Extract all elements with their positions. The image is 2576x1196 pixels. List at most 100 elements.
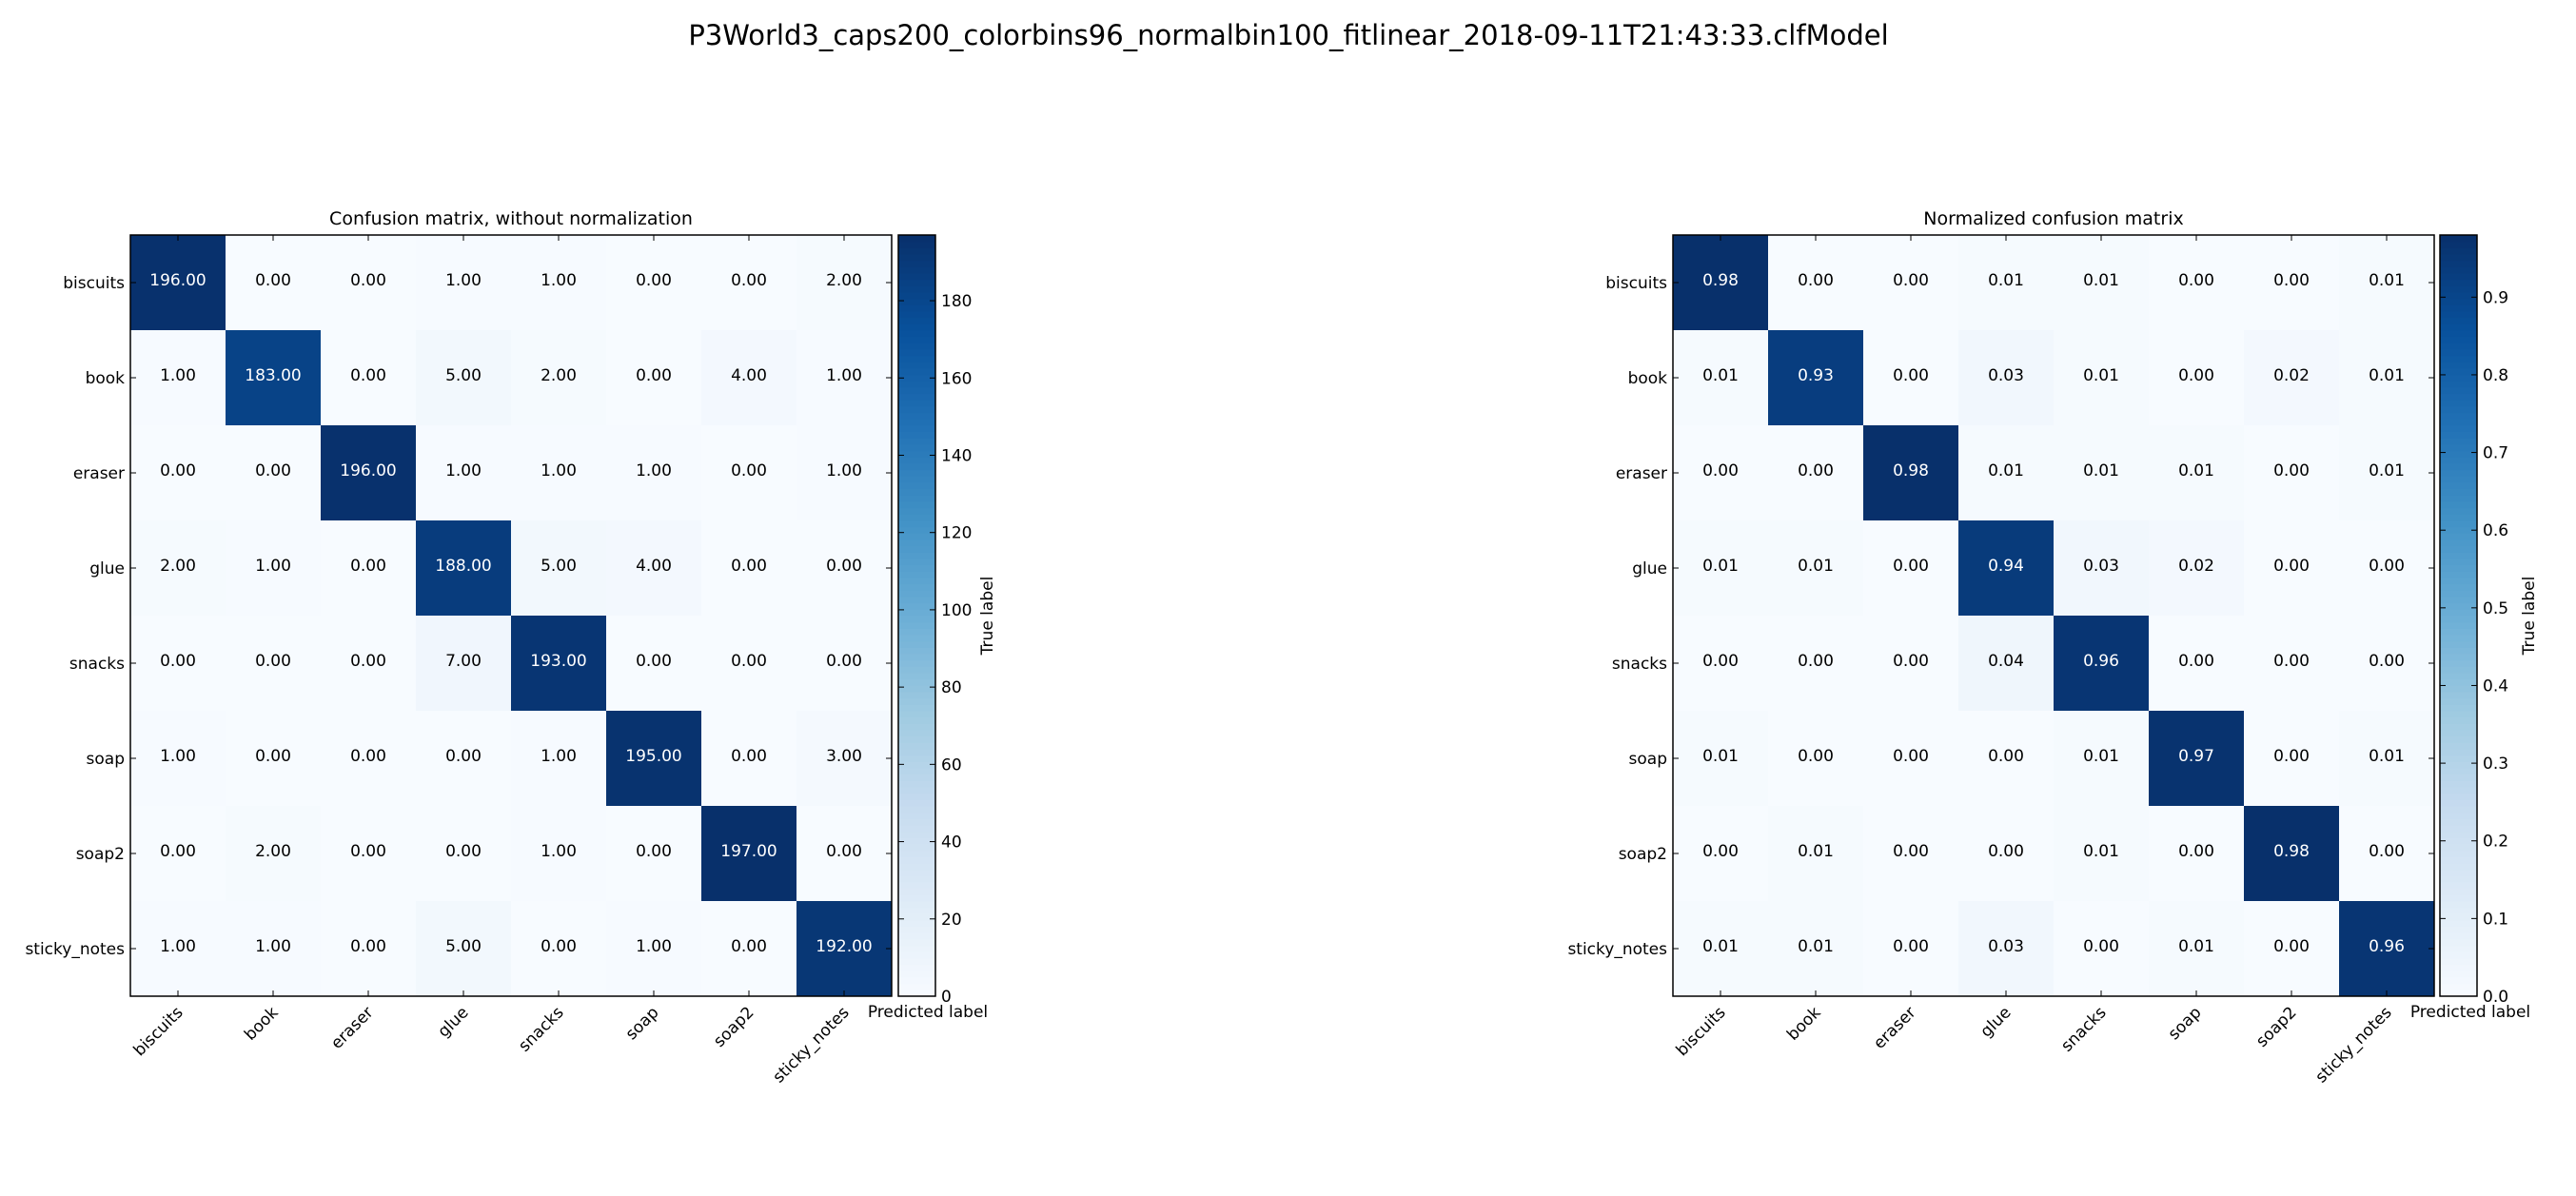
cell-value-label: 5.00 [445, 366, 482, 385]
colorbar-segment [2440, 971, 2477, 978]
colorbar-segment [2440, 285, 2477, 293]
cell-value-label: 0.00 [731, 271, 767, 290]
colorbar-tick-label: 0.0 [2483, 988, 2508, 1007]
cell-value-label: 4.00 [636, 557, 672, 576]
cell-value-label: 0.00 [1798, 461, 1834, 480]
cell-value-label: 0.00 [1798, 652, 1834, 671]
colorbar-segment [2440, 856, 2477, 864]
colorbar-segment [898, 825, 935, 833]
colorbar-segment [2440, 539, 2477, 547]
colorbar-segment [898, 559, 935, 566]
colorbar-segment [2440, 533, 2477, 540]
colorbar-segment [2440, 711, 2477, 718]
colorbar-segment [2440, 654, 2477, 661]
heatmap-cell [2244, 425, 2340, 521]
cell-value-label: 0.00 [1893, 271, 1929, 290]
heatmap-cell [2339, 616, 2435, 712]
cell-value-label: 0.00 [2273, 557, 2310, 576]
cell-value-label: 0.00 [350, 271, 386, 290]
colorbar-segment [898, 374, 935, 382]
colorbar-segment [898, 526, 935, 534]
cell-value-label: 0.00 [1702, 461, 1739, 480]
heatmap-cell [321, 616, 417, 712]
colorbar-segment [898, 831, 935, 838]
colorbar-segment [898, 488, 935, 496]
colorbar-segment [898, 266, 935, 274]
heatmap-cell [321, 330, 417, 426]
cell-value-label: 0.00 [350, 557, 386, 576]
colorbar-segment [2440, 932, 2477, 940]
cell-value-label: 193.00 [530, 652, 586, 671]
heatmap-cell [1863, 711, 1959, 807]
colorbar-segment [898, 400, 935, 407]
colorbar-segment [898, 501, 935, 509]
cell-value-label: 0.00 [1893, 842, 1929, 861]
colorbar-segment [898, 856, 935, 864]
colorbar-segment [2440, 343, 2477, 350]
cell-value-label: 7.00 [445, 652, 482, 671]
colorbar-segment [2440, 406, 2477, 414]
colorbar-tick-label: 40 [941, 833, 962, 853]
x-tick-label: book [241, 1003, 283, 1045]
heatmap-cell [416, 711, 512, 807]
colorbar-segment [2440, 520, 2477, 528]
heatmap-cell [1863, 901, 1959, 997]
colorbar-segment [2440, 907, 2477, 914]
heatmap-cell [1673, 711, 1769, 807]
cell-value-label: 0.00 [1702, 842, 1739, 861]
colorbar-segment [2440, 673, 2477, 680]
colorbar-segment [898, 964, 935, 971]
heatmap-cell [511, 806, 607, 902]
colorbar-segment [2440, 552, 2477, 559]
colorbar-segment [898, 907, 935, 914]
colorbar-segment [898, 787, 935, 794]
colorbar-segment [898, 730, 935, 737]
cell-value-label: 1.00 [445, 461, 482, 480]
heatmap-cell [1958, 330, 2055, 426]
colorbar-segment [2440, 951, 2477, 959]
colorbar-segment [2440, 559, 2477, 566]
colorbar-segment [898, 425, 935, 433]
colorbar-segment [898, 564, 935, 572]
heatmap-cell [130, 711, 226, 807]
cell-value-label: 1.00 [826, 461, 862, 480]
cell-value-label: 0.00 [2273, 747, 2310, 766]
y-axis-label: True label [2520, 577, 2539, 657]
heatmap-cell [416, 520, 512, 617]
cell-value-label: 0.03 [2083, 557, 2119, 576]
cell-value-label: 0.00 [731, 461, 767, 480]
colorbar-segment [2440, 545, 2477, 553]
colorbar-segment [898, 431, 935, 439]
cell-value-label: 0.93 [1798, 366, 1834, 385]
cell-value-label: 1.00 [636, 461, 672, 480]
cell-value-label: 196.00 [149, 271, 206, 290]
colorbar-segment [898, 875, 935, 883]
heatmap-cell [130, 901, 226, 997]
colorbar-segment [898, 247, 935, 255]
colorbar-segment [2440, 837, 2477, 845]
colorbar-segment [898, 678, 935, 686]
heatmap-cell [2149, 711, 2245, 807]
colorbar-segment [2440, 463, 2477, 471]
colorbar-segment [2440, 412, 2477, 420]
heatmap-cell [796, 616, 893, 712]
heatmap-cell [2244, 330, 2340, 426]
heatmap-cell [606, 425, 702, 521]
colorbar-segment [2440, 292, 2477, 300]
colorbar-segment [898, 640, 935, 648]
y-axis-label: True label [978, 577, 997, 657]
colorbar-tick-label: 100 [941, 601, 972, 620]
cell-value-label: 0.98 [1893, 461, 1929, 480]
cell-value-label: 0.01 [1702, 366, 1739, 385]
colorbar-segment [2440, 247, 2477, 255]
colorbar-segment [2440, 254, 2477, 262]
cell-value-label: 0.01 [2369, 747, 2405, 766]
heatmap-cell [321, 520, 417, 617]
heatmap-cell [2244, 520, 2340, 617]
colorbar-segment [2440, 616, 2477, 623]
heatmap-cell [321, 806, 417, 902]
x-tick-label: glue [434, 1003, 472, 1041]
colorbar-segment [898, 545, 935, 553]
cell-value-label: 0.01 [2083, 747, 2119, 766]
